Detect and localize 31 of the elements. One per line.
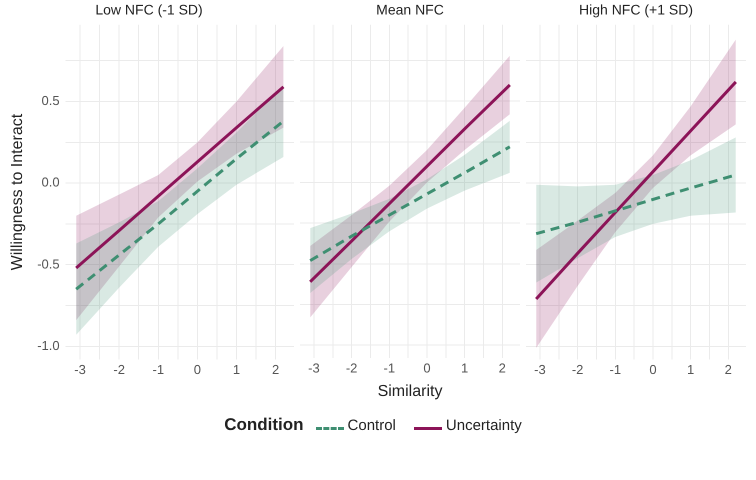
x-tick-label: -1 — [610, 362, 622, 377]
x-tick-label: -3 — [308, 360, 320, 376]
x-tick-label: -2 — [346, 360, 358, 376]
y-tick-label: -1.0 — [37, 338, 60, 353]
chart-title: Mean NFC — [376, 1, 444, 18]
x-axis-title: Similarity — [378, 382, 442, 400]
x-tick-label: -3 — [74, 362, 86, 377]
x-tick-label: -2 — [572, 362, 584, 377]
y-tick-label: 0.5 — [42, 93, 60, 108]
x-tick-label: -2 — [113, 362, 125, 377]
chart-title: Low NFC (-1 SD) — [95, 1, 203, 18]
x-tick-label: 0 — [423, 360, 431, 376]
x-tick-label: -1 — [384, 360, 396, 376]
x-tick-label: 1 — [232, 362, 240, 377]
x-tick-label: -1 — [152, 362, 164, 377]
y-tick-label: 0.0 — [42, 174, 60, 190]
legend-label: Control — [348, 416, 396, 434]
x-tick-label: -3 — [534, 362, 546, 377]
x-tick-label: 2 — [724, 362, 732, 377]
x-tick-label: 1 — [461, 360, 468, 376]
line-series — [74, 120, 285, 291]
x-tick-label: 1 — [687, 362, 694, 377]
x-tick-label: 0 — [649, 362, 657, 377]
x-tick-label: 2 — [272, 362, 280, 377]
y-axis-title: Willingness to Interact — [9, 113, 26, 270]
x-tick-label: 0 — [194, 362, 202, 377]
y-tick-label: -0.5 — [37, 256, 60, 272]
x-tick-label: 2 — [498, 360, 506, 376]
legend-label: Uncertainty — [446, 416, 522, 434]
chart-title: High NFC (+1 SD) — [579, 1, 693, 18]
legend-title: Condition — [224, 415, 304, 435]
